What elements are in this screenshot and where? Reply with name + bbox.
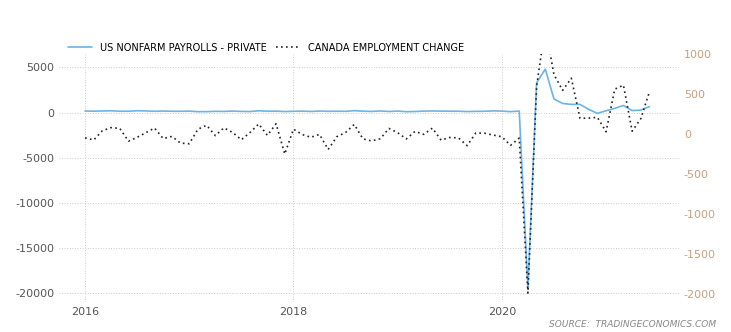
US NONFARM PAYROLLS - PRIVATE	[324, 109, 333, 113]
CANADA EMPLOYMENT CHANGE	[333, 135, 341, 139]
US NONFARM PAYROLLS - PRIVATE	[124, 109, 133, 113]
US NONFARM PAYROLLS - PRIVATE	[219, 110, 228, 114]
Legend: US NONFARM PAYROLLS - PRIVATE, CANADA EMPLOYMENT CHANGE: US NONFARM PAYROLLS - PRIVATE, CANADA EM…	[64, 39, 469, 56]
US NONFARM PAYROLLS - PRIVATE	[80, 109, 89, 113]
US NONFARM PAYROLLS - PRIVATE	[645, 105, 654, 109]
CANADA EMPLOYMENT CHANGE	[124, 139, 133, 143]
CANADA EMPLOYMENT CHANGE	[523, 291, 532, 295]
CANADA EMPLOYMENT CHANGE	[541, 25, 550, 29]
CANADA EMPLOYMENT CHANGE	[219, 126, 228, 130]
Text: SOURCE:  TRADINGECONOMICS.COM: SOURCE: TRADINGECONOMICS.COM	[549, 320, 716, 329]
CANADA EMPLOYMENT CHANGE	[532, 84, 541, 88]
CANADA EMPLOYMENT CHANGE	[254, 122, 263, 126]
CANADA EMPLOYMENT CHANGE	[80, 136, 89, 140]
US NONFARM PAYROLLS - PRIVATE	[532, 81, 541, 85]
US NONFARM PAYROLLS - PRIVATE	[541, 67, 550, 71]
CANADA EMPLOYMENT CHANGE	[324, 147, 333, 151]
US NONFARM PAYROLLS - PRIVATE	[523, 287, 532, 290]
US NONFARM PAYROLLS - PRIVATE	[254, 109, 263, 113]
Line: CANADA EMPLOYMENT CHANGE: CANADA EMPLOYMENT CHANGE	[85, 27, 649, 293]
Line: US NONFARM PAYROLLS - PRIVATE: US NONFARM PAYROLLS - PRIVATE	[85, 69, 649, 289]
US NONFARM PAYROLLS - PRIVATE	[333, 109, 341, 113]
CANADA EMPLOYMENT CHANGE	[645, 90, 654, 94]
